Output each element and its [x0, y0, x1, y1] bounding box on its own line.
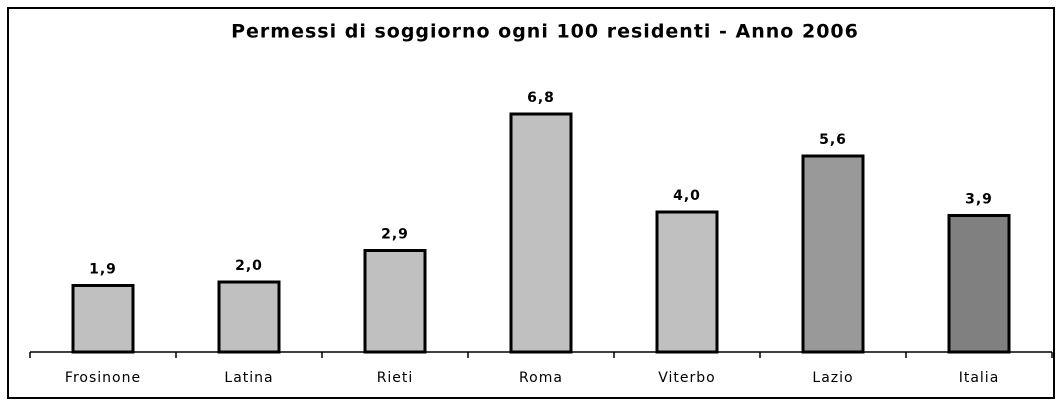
x-tick-label: Lazio [812, 370, 853, 386]
bar [947, 214, 1011, 354]
value-label: 6,8 [527, 90, 555, 106]
bar [217, 280, 281, 354]
bar [509, 112, 573, 354]
chart-title: Permessi di soggiorno ogni 100 residenti… [231, 21, 859, 43]
x-tick-label: Italia [959, 370, 1000, 386]
bar [363, 249, 427, 354]
value-label: 4,0 [673, 188, 701, 204]
value-label: 1,9 [89, 262, 117, 278]
value-label: 2,9 [381, 227, 409, 243]
x-tick-label: Frosinone [65, 370, 141, 386]
x-tick-label: Roma [519, 370, 563, 386]
value-label: 2,0 [235, 258, 263, 274]
bar [71, 284, 135, 354]
value-label: 5,6 [819, 132, 847, 148]
x-tick-label: Latina [224, 370, 273, 386]
x-tick-label: Rieti [377, 370, 414, 386]
bar [801, 154, 865, 354]
x-tick-label: Viterbo [658, 370, 715, 386]
value-label: 3,9 [965, 192, 993, 208]
bar [655, 210, 719, 354]
